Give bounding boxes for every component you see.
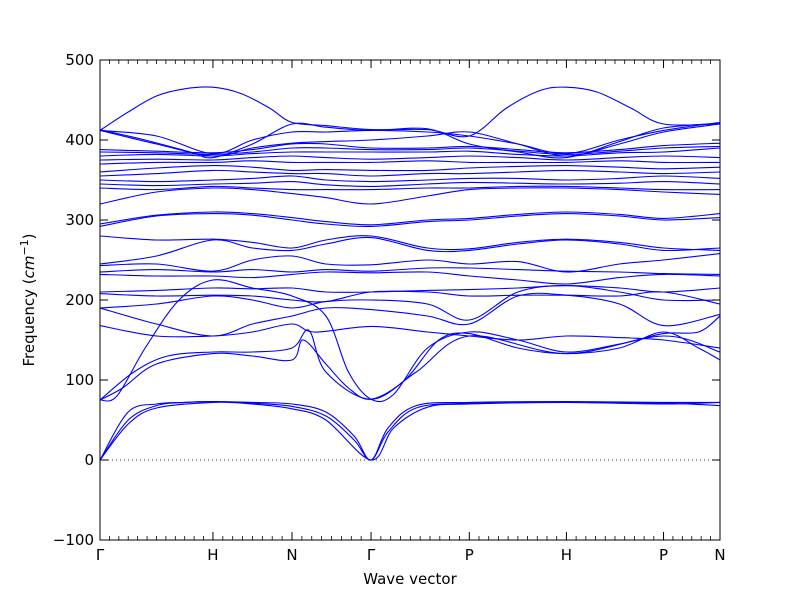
band-line-16 [100,235,720,251]
band-line-24 [100,165,720,173]
x-tick-label: P [465,546,474,564]
y-tick-label: 400 [65,131,94,149]
band-line-3 [100,401,720,461]
band-line-12 [100,271,720,285]
y-tick-label: −100 [53,531,94,549]
band-line-19 [100,187,720,205]
plot-frame [99,59,721,541]
x-tick-label: Γ [96,546,105,564]
y-tick-label: 200 [65,291,94,309]
band-line-26 [100,155,720,161]
band-line-33 [100,122,720,159]
y-tick-label: 300 [65,211,94,229]
y-tick-label: 0 [84,451,94,469]
svg-text:Frequency (cm−1): Frequency (cm−1) [18,233,38,366]
tick-layer: −100 0 100 200 300 400 500 Γ H N Γ P H P N [53,51,726,564]
x-axis-label: Wave vector [363,570,457,588]
band-line-8 [100,292,720,337]
y-tick-label: 500 [65,51,94,69]
band-line-20 [100,185,720,191]
y-tick-label: 100 [65,371,94,389]
band-line-28 [100,145,720,155]
band-line-11 [100,285,720,293]
x-tick-label: N [714,546,725,564]
band-line-13 [100,267,720,275]
x-tick-label: Γ [367,546,376,564]
band-line-21 [100,181,720,187]
x-tick-label: P [659,546,668,564]
band-line-22 [100,175,720,183]
band-line-25 [100,160,720,165]
y-axis-label-unit: cm [20,256,38,279]
series-layer [100,86,720,461]
band-line-18 [100,211,720,226]
band-line-9 [100,285,720,321]
band-line-14 [100,253,720,273]
x-tick-label: H [207,546,218,564]
y-axis-label-text: Frequency [20,289,38,367]
band-line-31 [100,121,720,155]
band-line-23 [100,169,720,177]
band-line-29 [100,142,720,154]
band-line-6 [100,329,720,401]
band-line-17 [100,213,720,228]
band-line-30 [100,123,720,157]
band-line-15 [100,236,720,265]
band-line-32 [100,86,720,138]
x-tick-label: N [286,546,297,564]
x-tick-label: H [561,546,572,564]
y-axis-label-exponent: −1 [18,239,31,255]
y-axis-label: Frequency (cm−1) [18,233,38,366]
